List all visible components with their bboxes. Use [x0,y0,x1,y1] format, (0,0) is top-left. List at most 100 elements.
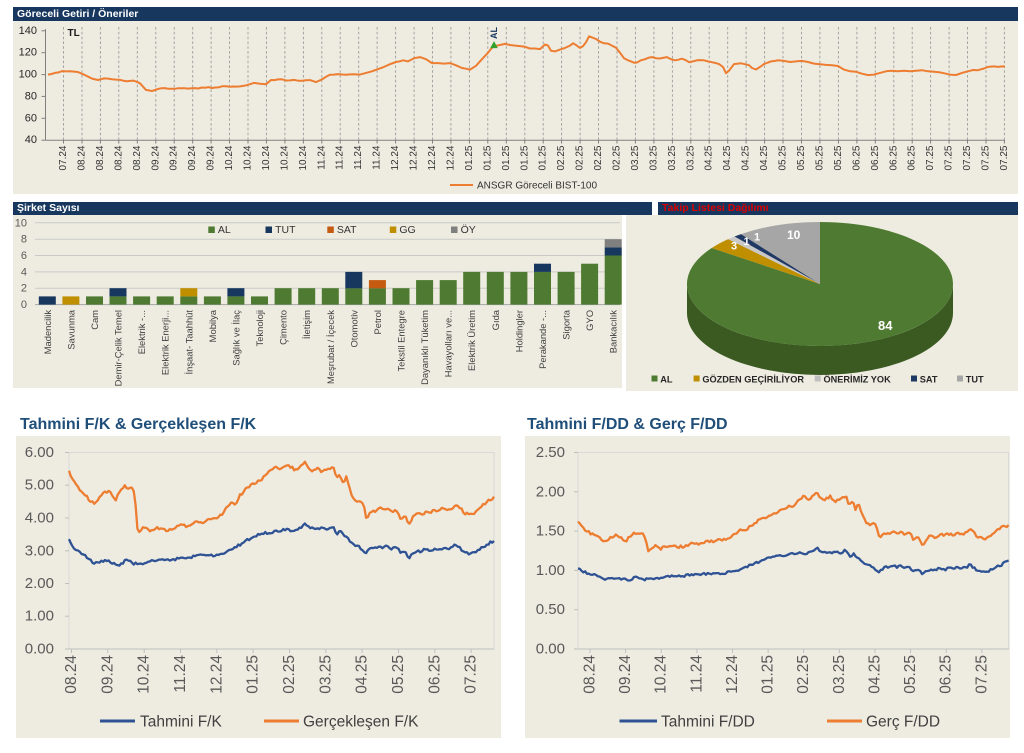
svg-text:10: 10 [787,228,801,242]
svg-text:08.24: 08.24 [95,145,106,170]
svg-text:2.50: 2.50 [536,444,565,461]
svg-text:Demir-Çelik Temel: Demir-Çelik Temel [113,310,124,386]
svg-text:10.24: 10.24 [136,655,153,694]
svg-text:120: 120 [19,47,37,59]
svg-text:6.00: 6.00 [25,444,54,461]
svg-text:TUT: TUT [275,224,296,236]
svg-text:Elektrik -...: Elektrik -... [136,310,147,354]
svg-text:Perakande -...: Perakande -... [537,310,548,369]
svg-text:07.24: 07.24 [58,145,69,170]
svg-text:Madencilik: Madencilik [42,310,53,355]
svg-text:08.24: 08.24 [582,655,599,694]
svg-text:Holdingler: Holdingler [513,310,524,352]
svg-text:1.50: 1.50 [536,523,565,540]
svg-text:03.25: 03.25 [648,145,659,170]
svg-text:Çimento: Çimento [278,310,289,345]
svg-text:100: 100 [19,69,37,81]
svg-text:01.25: 01.25 [519,145,530,170]
svg-text:02.25: 02.25 [575,145,586,170]
svg-text:08.24: 08.24 [77,145,88,170]
svg-text:03.25: 03.25 [685,145,696,170]
svg-text:SAT: SAT [920,374,938,384]
svg-text:Savunma: Savunma [65,309,76,349]
svg-text:Dayanıklı Tüketim: Dayanıklı Tüketim [419,310,430,385]
svg-text:AL: AL [489,27,499,39]
svg-text:0: 0 [21,299,27,311]
svg-text:Sağlık ve İlaç: Sağlık ve İlaç [230,310,241,366]
svg-text:140: 140 [19,25,37,37]
svg-text:Mobilya: Mobilya [207,309,218,342]
svg-text:0.00: 0.00 [536,641,565,658]
svg-text:04.25: 04.25 [722,145,733,170]
svg-text:1.00: 1.00 [25,608,54,625]
svg-text:SAT: SAT [337,224,357,236]
svg-text:07.25: 07.25 [973,655,990,694]
svg-text:02.25: 02.25 [281,655,298,694]
svg-text:01.25: 01.25 [245,655,262,694]
svg-text:06.25: 06.25 [870,145,881,170]
svg-text:60: 60 [25,112,37,124]
svg-text:04.25: 04.25 [354,655,371,694]
svg-text:08.24: 08.24 [63,655,80,694]
svg-text:Meşrubat / İçecek: Meşrubat / İçecek [325,310,336,384]
svg-text:02.25: 02.25 [612,145,623,170]
svg-text:Tahmini F/DD: Tahmini F/DD [661,714,755,731]
svg-text:08.24: 08.24 [113,145,124,170]
svg-text:01.25: 01.25 [760,655,777,694]
svg-text:07.25: 07.25 [463,655,480,694]
svg-text:AL: AL [660,374,673,384]
svg-text:03.25: 03.25 [630,145,641,170]
svg-text:11.24: 11.24 [316,145,327,170]
svg-text:TL: TL [68,28,80,39]
svg-text:Cam: Cam [89,310,100,330]
svg-text:09.24: 09.24 [150,145,161,170]
svg-text:06.25: 06.25 [888,145,899,170]
svg-text:04.25: 04.25 [704,145,715,170]
svg-text:09.24: 09.24 [99,655,116,694]
svg-text:0.50: 0.50 [536,601,565,618]
svg-text:03.25: 03.25 [317,655,334,694]
svg-text:5.00: 5.00 [25,477,54,494]
svg-text:06.25: 06.25 [851,145,862,170]
svg-text:GG: GG [399,224,415,236]
svg-text:3: 3 [731,241,737,253]
svg-text:12.24: 12.24 [445,145,456,170]
svg-text:09.24: 09.24 [206,145,217,170]
svg-text:GYO: GYO [584,310,595,331]
svg-text:TUT: TUT [966,374,984,384]
svg-text:İletişim: İletişim [301,310,312,339]
svg-text:2.00: 2.00 [536,483,565,500]
svg-text:80: 80 [25,90,37,102]
svg-text:02.25: 02.25 [556,145,567,170]
svg-text:8: 8 [21,234,27,246]
svg-text:04.25: 04.25 [867,655,884,694]
svg-text:Elektrik Üretim: Elektrik Üretim [466,310,477,371]
svg-text:08.24: 08.24 [132,145,143,170]
svg-text:05.25: 05.25 [902,655,919,694]
svg-text:GÖZDEN GEÇİRİLİYOR: GÖZDEN GEÇİRİLİYOR [702,374,804,384]
svg-text:12.24: 12.24 [390,145,401,170]
svg-text:Gerç F/DD: Gerç F/DD [866,714,940,731]
svg-text:04.25: 04.25 [759,145,770,170]
svg-text:Elektrik Enerji...: Elektrik Enerji... [160,310,171,375]
svg-text:2.00: 2.00 [25,575,54,592]
svg-text:09.24: 09.24 [169,145,180,170]
svg-text:ANSGR Göreceli BIST-100: ANSGR Göreceli BIST-100 [477,181,597,192]
svg-text:12.24: 12.24 [409,145,420,170]
svg-text:4: 4 [21,266,27,278]
svg-text:10.24: 10.24 [298,145,309,170]
svg-text:10.24: 10.24 [653,655,670,694]
svg-text:10.24: 10.24 [261,145,272,170]
svg-text:11.24: 11.24 [353,145,364,170]
svg-text:1: 1 [744,236,750,248]
svg-text:03.25: 03.25 [831,655,848,694]
svg-text:05.25: 05.25 [833,145,844,170]
svg-text:11.24: 11.24 [372,145,383,170]
svg-text:05.25: 05.25 [796,145,807,170]
svg-text:06.25: 06.25 [426,655,443,694]
svg-text:Otomotiv: Otomotiv [348,310,359,348]
svg-text:Gerçekleşen F/K: Gerçekleşen F/K [303,714,419,731]
svg-text:10: 10 [15,217,27,229]
svg-text:Gıda: Gıda [490,309,501,330]
svg-text:12.24: 12.24 [724,655,741,694]
